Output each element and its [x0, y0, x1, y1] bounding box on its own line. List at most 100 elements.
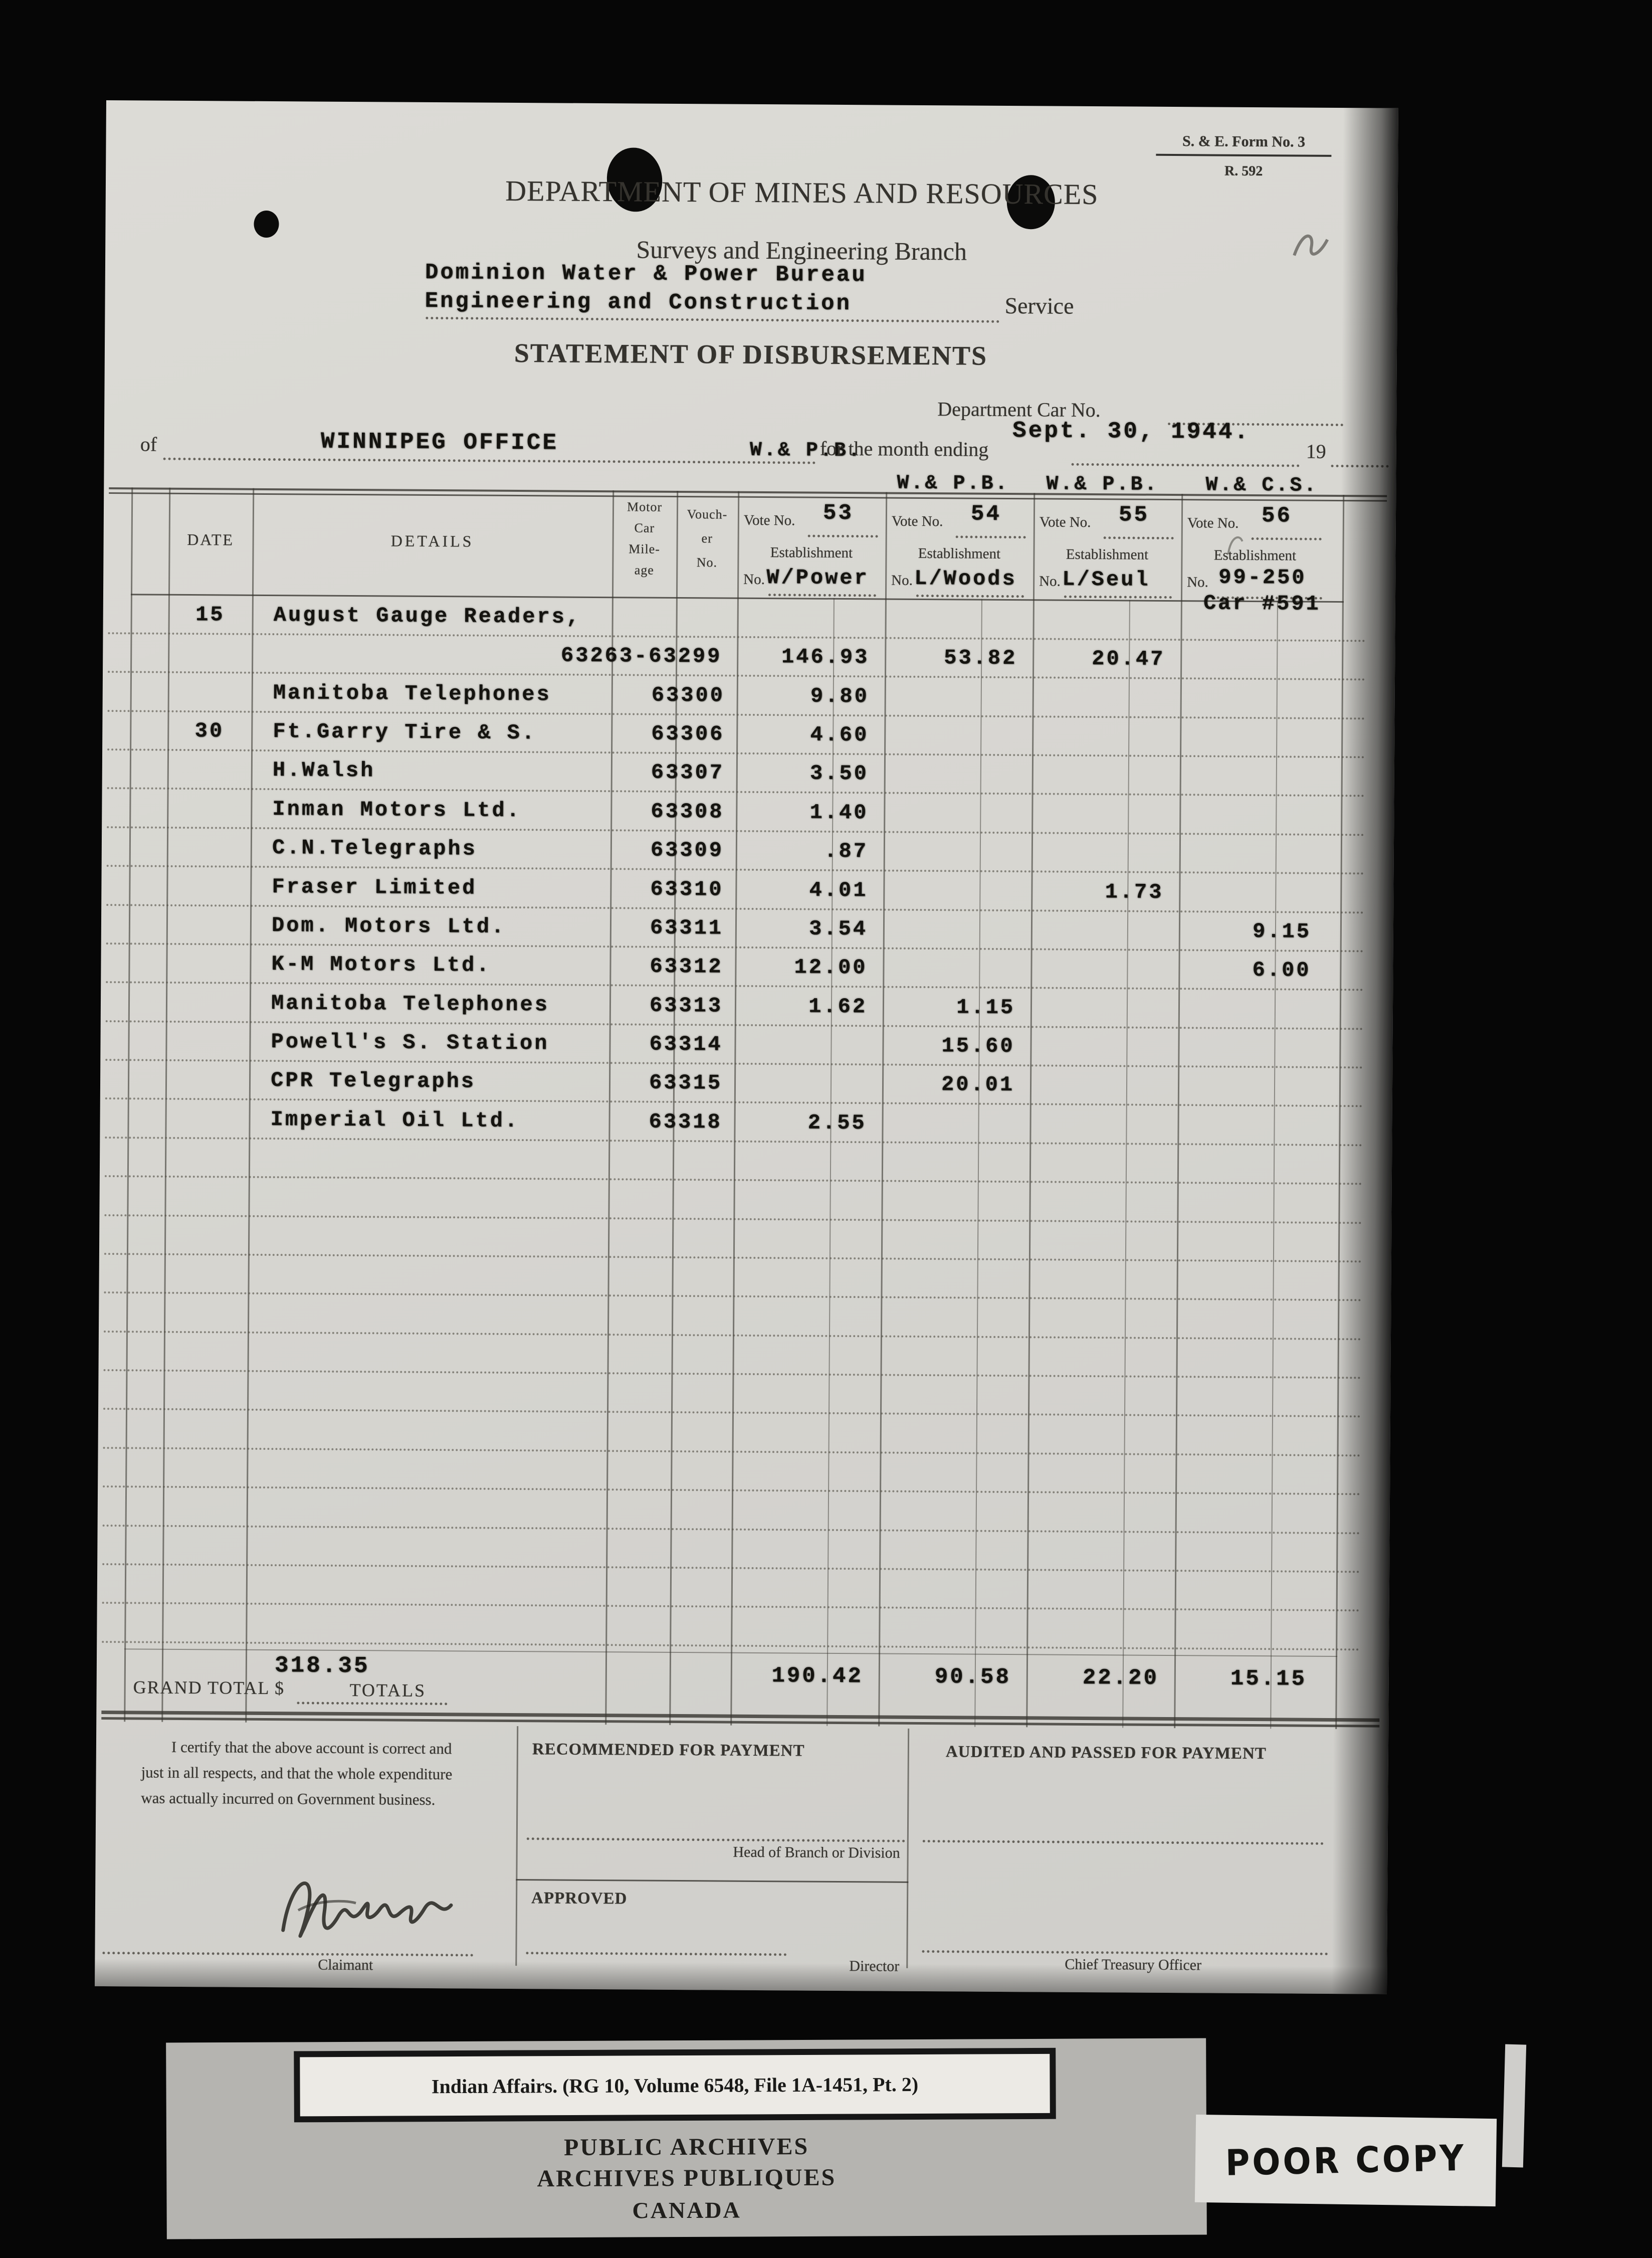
empty-ledger-row	[102, 1604, 1360, 1651]
vote-rule	[955, 535, 1026, 539]
audited-label: AUDITED AND PASSED FOR PAYMENT	[945, 1743, 1267, 1763]
establishment-rule	[916, 594, 1024, 598]
approved-label: APPROVED	[531, 1889, 628, 1908]
totals-label: TOTALS	[349, 1680, 427, 1701]
establishment-label: Establishment	[770, 544, 853, 561]
row-amount-55: 1.73	[1105, 880, 1164, 904]
col-header-mileage: Car	[634, 520, 655, 535]
col-header-mileage: Motor	[627, 499, 663, 514]
director-rule	[526, 1952, 787, 1956]
archives-stamp-line: CANADA	[632, 2197, 741, 2223]
approved-divider	[516, 1879, 909, 1883]
row-details: Imperial Oil Ltd.	[270, 1107, 520, 1134]
typed-bureau: Dominion Water & Power Bureau	[425, 260, 867, 288]
row-details: Fraser Limited	[272, 875, 477, 900]
col-header-mileage: age	[634, 562, 654, 578]
col-header-mileage: Mile-	[629, 541, 661, 556]
certification-text: I certify that the above account is corr…	[141, 1738, 453, 1809]
establishment-value: 99-250	[1218, 565, 1307, 590]
row-amount-53: 3.54	[808, 916, 868, 942]
row-details: C.N.Telegraphs	[272, 836, 477, 861]
vote-number: 56	[1261, 503, 1292, 529]
service-label: Service	[1004, 292, 1074, 319]
vote-label: Vote No.	[1039, 514, 1091, 531]
year-rule	[1331, 464, 1389, 468]
total-amount-53: 190.42	[771, 1663, 863, 1689]
col-header-voucher: No.	[696, 555, 718, 570]
row-details: Ft.Garry Tire & S.	[273, 719, 537, 745]
month-ending-label: for the month ending	[819, 437, 989, 461]
grand-total-value: 318.35	[274, 1652, 370, 1679]
claimant-signature	[281, 1881, 453, 1938]
row-amount-53: 1.62	[808, 994, 868, 1019]
department-title: DEPARTMENT OF MINES AND RESOURCES	[505, 174, 1099, 211]
total-amount-56: 15.15	[1230, 1666, 1307, 1692]
poor-copy-text: POOR COPY	[1225, 2137, 1467, 2184]
disbursement-form-page: S. & E. Form No. 3 R. 592 DEPARTMENT OF …	[95, 100, 1398, 1994]
recommended-label: RECOMMENDED FOR PAYMENT	[532, 1740, 805, 1760]
col-header-date: DATE	[187, 530, 235, 549]
col-header-details: DETAILS	[390, 531, 474, 550]
col-header-voucher: er	[701, 531, 713, 546]
disbursement-table: DATE DETAILS Motor Car Mile- age Vouch- …	[101, 487, 1387, 1730]
office-rule	[163, 457, 816, 464]
row-amount-54: 15.60	[941, 1034, 1015, 1059]
vote-label: Vote No.	[1187, 515, 1239, 531]
typed-division: Engineering and Construction	[425, 288, 852, 317]
box-divider	[515, 1726, 519, 1966]
total-amount-55: 22.20	[1082, 1665, 1159, 1691]
of-label: of	[140, 433, 157, 456]
claimant-label: Claimant	[318, 1956, 373, 1974]
row-amount-53: 2.55	[807, 1110, 867, 1136]
row-amount-56: 9.15	[1252, 919, 1312, 944]
establishment-value: L/Seul	[1062, 567, 1150, 592]
row-details: August Gauge Readers,	[273, 603, 581, 629]
establishment-label: Establishment	[918, 545, 1001, 562]
year-prefix: 19	[1306, 440, 1326, 463]
vote-rule	[807, 534, 878, 538]
col-header-voucher: Vouch-	[687, 507, 728, 522]
archives-card: Indian Affairs. (RG 10, Volume 6548, Fil…	[166, 2038, 1207, 2239]
establishment-value: W/Power	[766, 566, 869, 591]
row-voucher: 63314	[649, 1032, 723, 1057]
head-of-branch-label: Head of Branch or Division	[733, 1843, 900, 1861]
row-amount-53: 12.00	[794, 955, 868, 980]
row-details: K-M Motors Ltd.	[271, 952, 491, 978]
establishment-no-label: No.	[743, 571, 765, 588]
grand-total-label: GRAND TOTAL $	[133, 1677, 285, 1699]
row-details: Manitoba Telephones	[271, 991, 550, 1017]
row-amount-53: 4.01	[809, 878, 868, 903]
establishment-label: Establishment	[1213, 547, 1297, 564]
row-details: Dom. Motors Ltd.	[271, 913, 506, 939]
vote-label: Vote No.	[743, 512, 795, 529]
row-amount-54: 20.01	[941, 1072, 1015, 1097]
vote-label: Vote No.	[891, 513, 943, 530]
grand-total-rule	[297, 1702, 448, 1706]
file-reference-label: Indian Affairs. (RG 10, Volume 6548, Fil…	[294, 2047, 1056, 2123]
vote-number: 54	[970, 501, 1001, 527]
statement-title: STATEMENT OF DISBURSEMENTS	[514, 337, 988, 371]
director-label: Director	[849, 1958, 900, 1975]
poor-copy-stamp: POOR COPY	[1194, 2114, 1497, 2207]
vote-rule	[1251, 537, 1322, 540]
row-amount-54: 1.15	[956, 995, 1015, 1020]
archives-stamp-line: PUBLIC ARCHIVES	[563, 2133, 809, 2161]
vote-number: 53	[822, 500, 854, 526]
row-details: CPR Telegraphs	[270, 1068, 476, 1094]
vote-number: 55	[1118, 502, 1149, 528]
row-date: 15	[195, 603, 225, 627]
row-details: H.Walsh	[272, 758, 375, 783]
paper-fragment	[1502, 2044, 1527, 2168]
head-rule	[526, 1837, 905, 1842]
row-amount-53: 4.60	[810, 722, 869, 747]
row-details: Inman Motors Ltd.	[272, 797, 521, 823]
form-number: S. & E. Form No. 3	[1156, 132, 1332, 157]
row-date: 30	[194, 719, 225, 743]
pen-mark	[1293, 234, 1329, 256]
treasury-rule	[922, 1950, 1328, 1955]
vote-rule	[1103, 536, 1174, 540]
row-amount-55: 20.47	[1092, 647, 1165, 671]
row-amount-56: 6.00	[1252, 958, 1311, 983]
audited-rule	[922, 1840, 1324, 1845]
row-amount-53: 9.80	[810, 684, 869, 709]
